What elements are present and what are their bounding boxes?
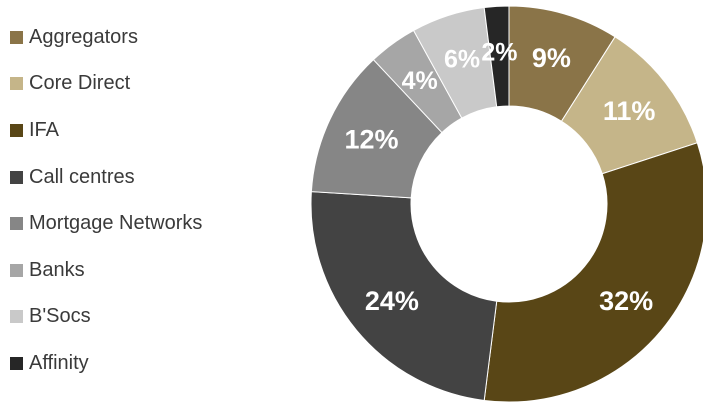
slice-data-label: 11% <box>603 96 656 126</box>
slice-data-label: 24% <box>365 286 419 316</box>
donut-slice-ifa <box>484 143 703 402</box>
slice-data-label: 2% <box>481 38 517 66</box>
slice-data-label: 4% <box>402 67 438 95</box>
slice-data-label: 6% <box>444 45 480 73</box>
slice-data-label: 12% <box>344 124 398 154</box>
slice-data-label: 32% <box>599 286 653 316</box>
slice-data-label: 9% <box>532 43 571 73</box>
